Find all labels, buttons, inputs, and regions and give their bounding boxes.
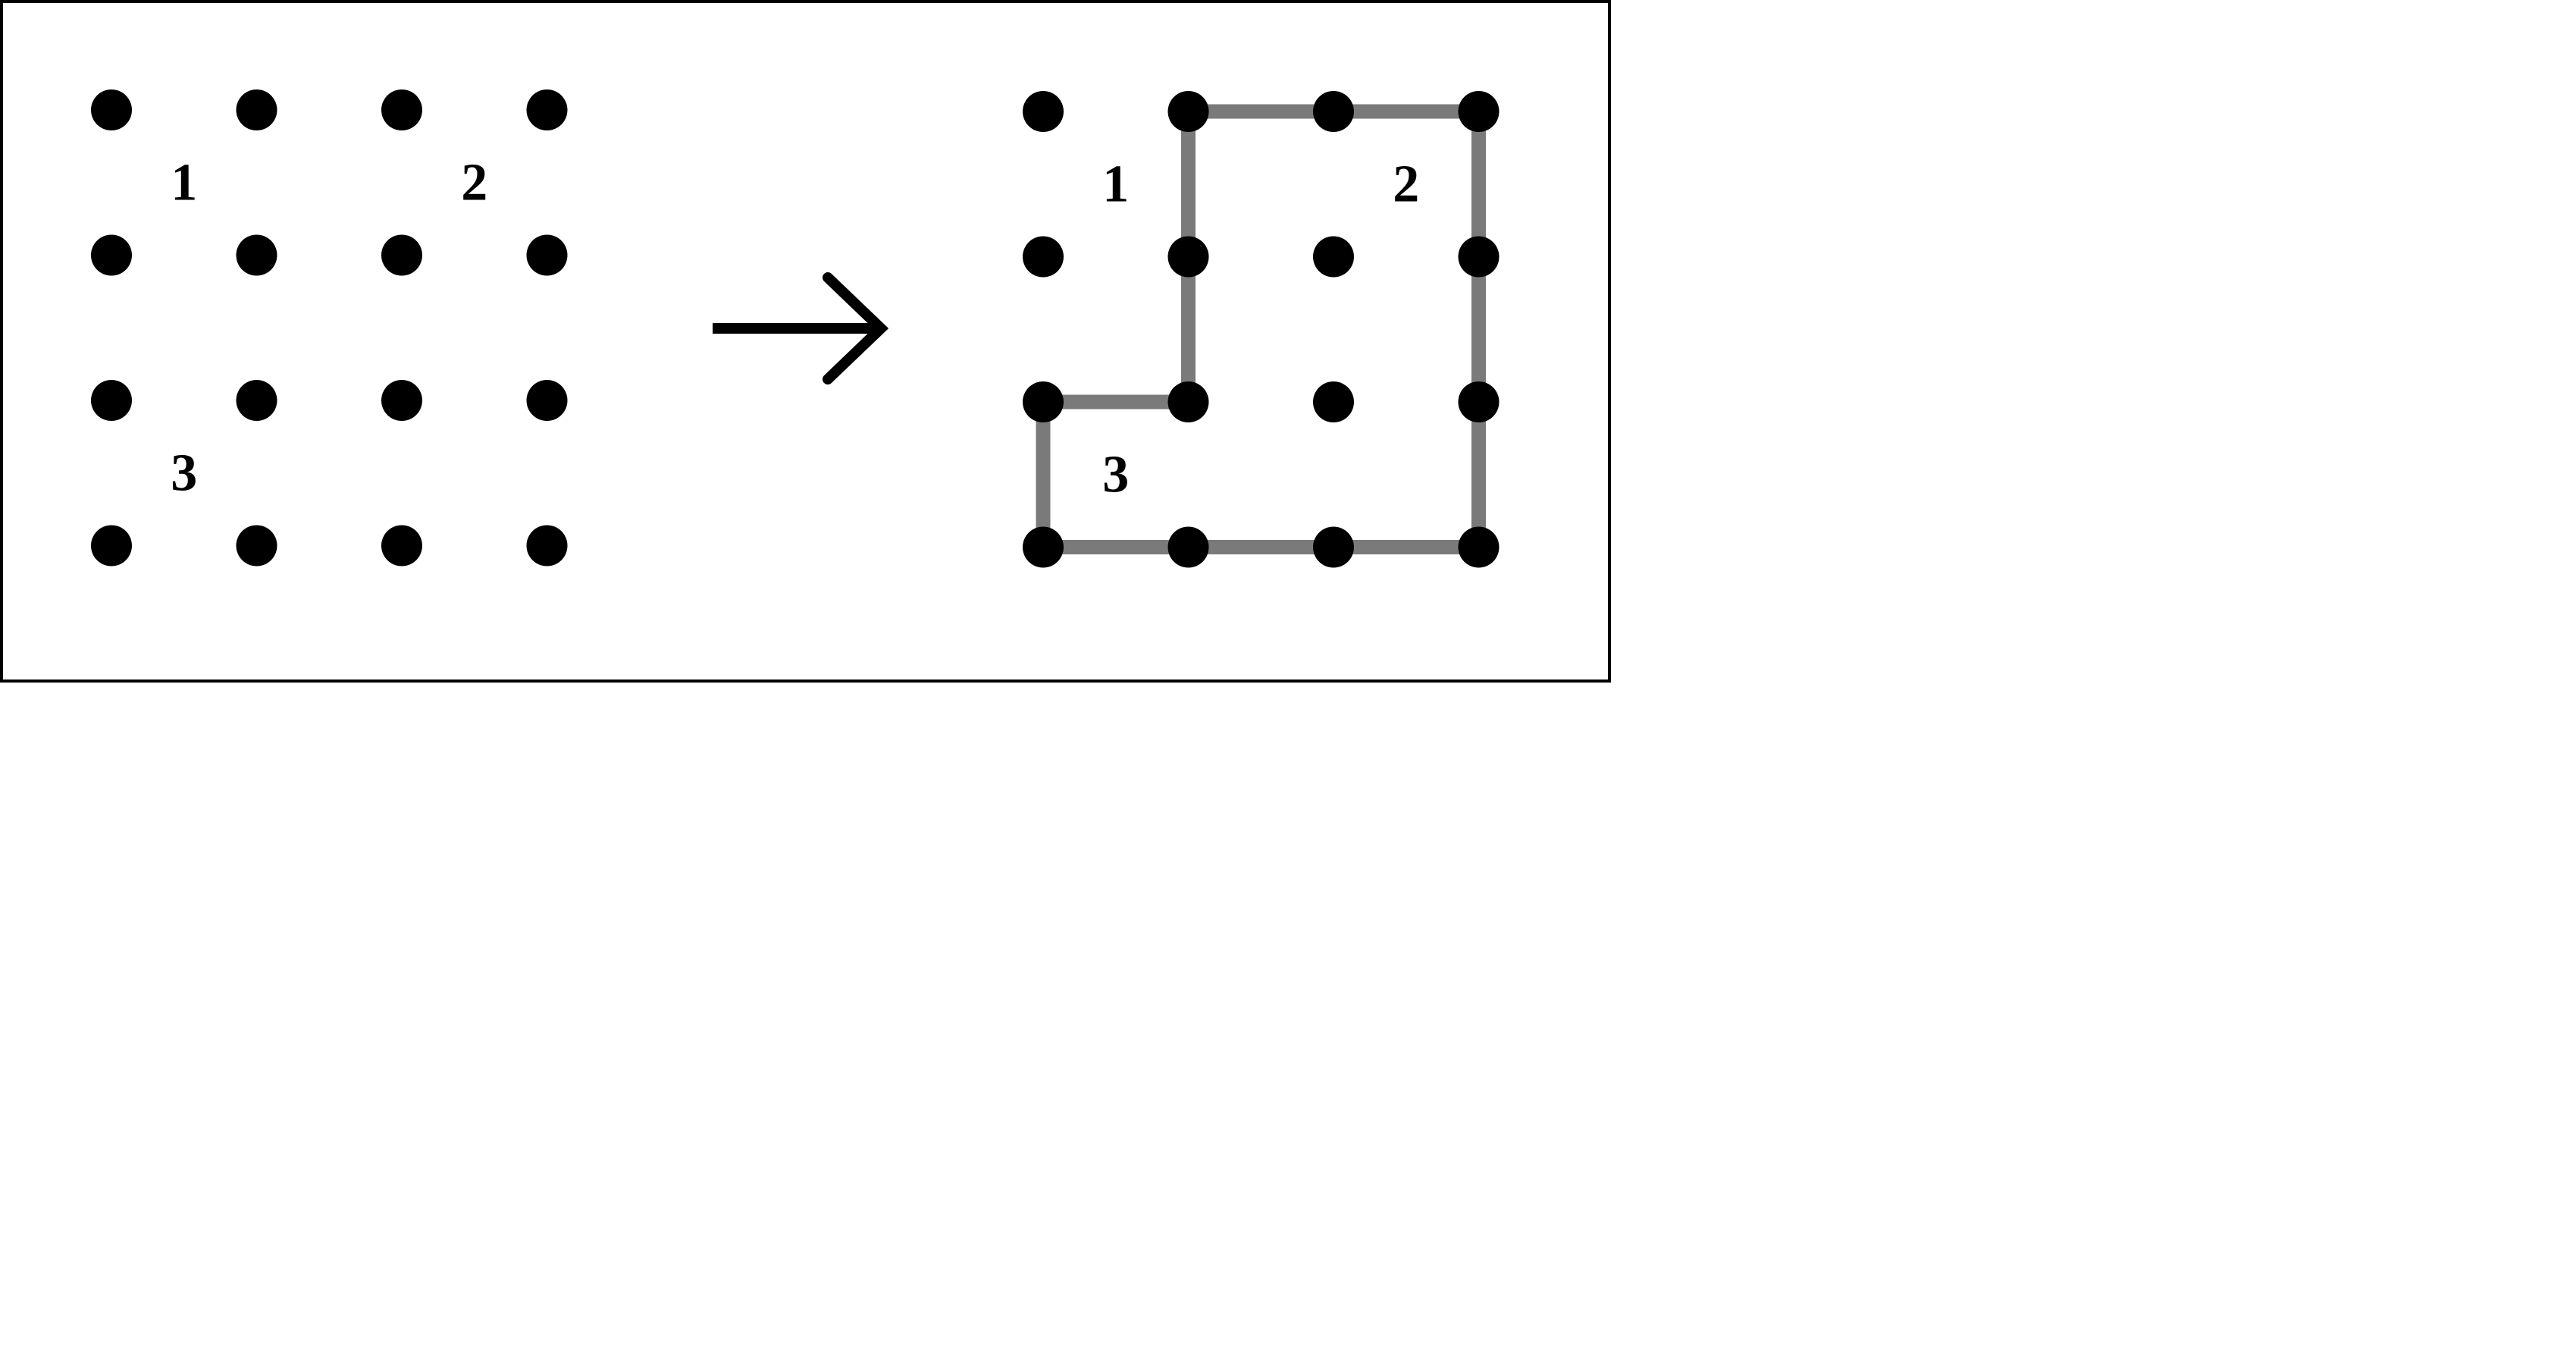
puzzle-grid: 1 2 3 bbox=[91, 89, 568, 567]
puzzle-dot bbox=[526, 525, 568, 567]
solution-clue-label: 2 bbox=[1393, 155, 1419, 213]
solution-dot bbox=[1458, 91, 1500, 132]
solution-dot bbox=[1458, 381, 1500, 422]
solution-dot bbox=[1023, 526, 1064, 568]
puzzle-dot bbox=[526, 380, 568, 421]
solution-dot bbox=[1313, 236, 1354, 278]
puzzle-dot bbox=[236, 380, 277, 421]
solution-dot bbox=[1313, 381, 1354, 422]
figure-frame bbox=[0, 0, 1611, 683]
solution-clue-label: 1 bbox=[1102, 155, 1129, 213]
puzzle-dot bbox=[381, 89, 422, 130]
solution-grid: 1 2 3 bbox=[1023, 91, 1500, 568]
puzzle-dot bbox=[526, 234, 568, 276]
puzzle-dot bbox=[236, 89, 277, 130]
puzzle-clue-label: 2 bbox=[461, 153, 487, 212]
puzzle-dot bbox=[91, 380, 132, 421]
puzzle-dot bbox=[381, 380, 422, 421]
solution-dot bbox=[1167, 526, 1209, 568]
puzzle-dot bbox=[236, 525, 277, 567]
puzzle-dot bbox=[381, 234, 422, 276]
puzzle-clue-label: 3 bbox=[171, 444, 197, 502]
solution-dot bbox=[1023, 381, 1064, 422]
puzzle-dot bbox=[91, 234, 132, 276]
solution-dot bbox=[1313, 91, 1354, 132]
solution-dot bbox=[1458, 236, 1500, 278]
solution-dot bbox=[1167, 91, 1209, 132]
puzzle-dot bbox=[381, 525, 422, 567]
solution-dot bbox=[1023, 91, 1064, 132]
solution-dot bbox=[1458, 526, 1500, 568]
puzzle-dot bbox=[526, 89, 568, 130]
puzzle-clue-label: 1 bbox=[171, 153, 197, 212]
puzzle-dot bbox=[91, 525, 132, 567]
solution-dot bbox=[1023, 236, 1064, 278]
puzzle-dot bbox=[91, 89, 132, 130]
solution-dot bbox=[1167, 381, 1209, 422]
puzzle-dot bbox=[236, 234, 277, 276]
solution-dot bbox=[1167, 236, 1209, 278]
solution-dot bbox=[1313, 526, 1354, 568]
right-arrow-icon bbox=[713, 272, 889, 384]
solution-clue-label: 3 bbox=[1102, 445, 1129, 504]
